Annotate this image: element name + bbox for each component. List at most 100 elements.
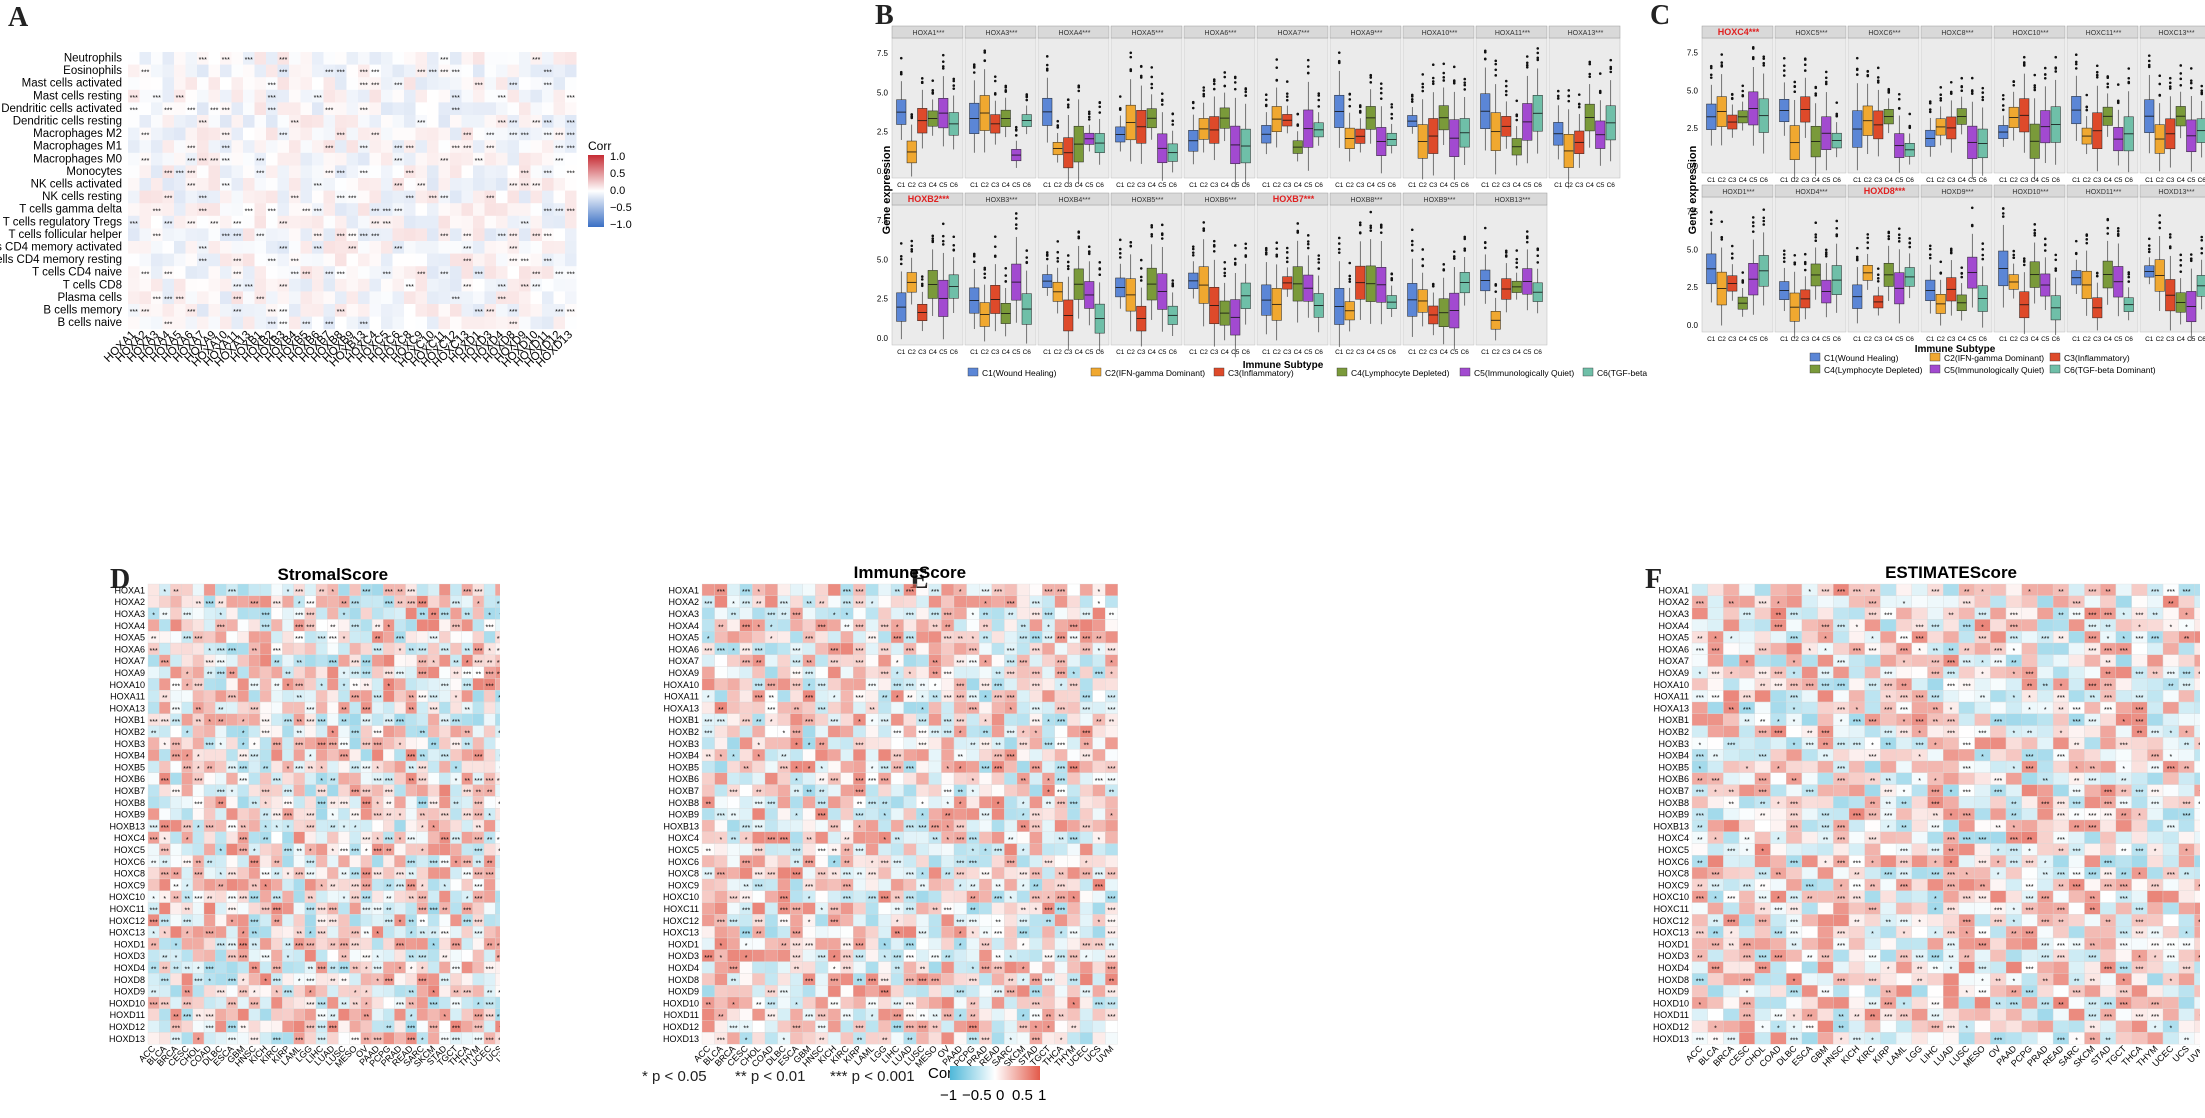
sig-mark: *** [430,908,438,915]
outlier [1056,250,1060,254]
heat-cell [360,914,373,927]
sig-mark: *** [463,145,471,152]
outlier [1866,241,1870,244]
outlier [1949,91,1953,95]
sig-mark: *** [273,978,281,985]
heat-cell [232,65,244,78]
heat-cell [304,725,317,738]
subtype-tick: C3 [1801,336,1810,343]
sig-mark: *** [183,860,191,867]
outlier [1866,70,1870,73]
outlier [1866,73,1870,77]
outlier [1098,261,1102,264]
heat-cell [427,878,440,891]
sig-mark: *** [172,707,180,714]
outlier [1793,253,1797,257]
heat-cell [312,52,324,65]
sig-mark: *** [340,943,348,950]
outlier [1244,242,1248,246]
heat-cell [312,215,324,229]
sig-mark: ** [196,860,202,867]
outlier [1306,242,1310,246]
sig-mark: ** [173,884,179,891]
heat-cell [427,772,440,785]
facet-panel [1847,196,1920,333]
heat-cell [404,140,416,153]
outlier [1793,80,1797,84]
subtype-tick: C5 [2041,177,2050,184]
heat-cell [277,228,289,241]
outlier [1463,249,1467,252]
heat-cell [531,291,543,304]
heat-cell [226,1008,238,1021]
subtype-tick: C1 [1335,182,1344,189]
sig-mark: *** [284,790,292,797]
sig-mark: *** [291,196,299,203]
heat-cell [237,701,249,714]
outlier [2033,73,2037,77]
outlier [1410,228,1414,232]
heat-cell [405,843,417,856]
subtype-tick: C1 [897,182,906,189]
heat-cell [304,796,317,809]
outlier [2127,271,2131,274]
heat-cell [271,937,283,950]
heat-cell [248,619,261,632]
sig-mark: *** [385,790,393,797]
sig-mark: ** [207,860,213,867]
heat-cell [890,607,904,620]
heat-cell [358,140,370,153]
sig-mark: *** [318,1002,326,1009]
heat-cell [764,583,778,596]
heat-cell [346,316,358,330]
sig-mark: *** [474,754,482,761]
heat-cell [496,228,508,241]
heat-cell [371,890,384,903]
subtype-tick: C2 [1054,349,1063,356]
subtype-tick: C5 [1822,336,1831,343]
subtype-tick: C2 [1200,349,1209,356]
sig-mark: * [231,790,234,797]
outlier [1824,70,1828,74]
heat-cell [243,316,255,330]
sig-mark: *** [318,967,326,974]
sig-mark: *** [931,613,939,620]
sig-mark: ** [453,990,459,997]
heat-cell [215,583,227,596]
sig-mark: *** [318,908,326,915]
heat-cell [335,178,347,191]
subtype-tick: C1 [1189,182,1198,189]
heat-cell [139,115,151,128]
subtype-tick: C1 [2145,336,2154,343]
heat-cell [186,279,198,292]
outlier [1348,261,1352,265]
outlier [1908,241,1912,245]
outlier [1463,247,1467,250]
heat-cell [381,316,393,330]
outlier [1567,94,1571,98]
sig-mark: *** [360,322,368,329]
heat-cell [427,77,439,90]
heat-cell [542,127,554,141]
heat-cell [293,985,305,998]
heat-cell [495,760,500,773]
sig-mark: *** [498,120,506,127]
outlier [1139,267,1143,270]
outlier [1233,257,1237,261]
outlier [2158,221,2162,224]
heat-cell [208,278,220,292]
heat-cell [473,215,485,229]
heat-cell [255,128,267,141]
outlier [1876,273,1880,276]
heat-cell [530,89,542,103]
heat-cell [140,279,152,292]
sig-mark: *** [194,801,202,808]
sig-mark: *** [474,813,482,820]
heat-cell [159,902,171,915]
outlier [1202,86,1206,89]
heat-cell [473,77,485,90]
heat-cell [427,831,440,844]
outlier [1897,106,1901,110]
outlier [1588,60,1592,64]
heat-cell [338,772,350,785]
